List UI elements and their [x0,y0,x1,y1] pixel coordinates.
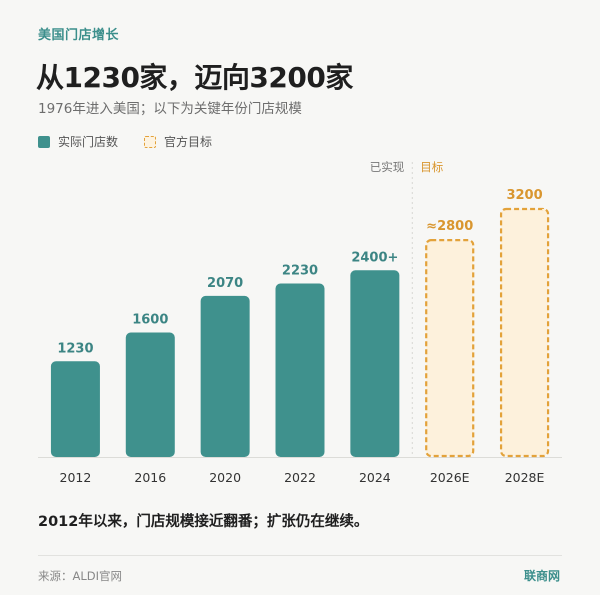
legend-actual: 实际门店数 [38,133,118,150]
data-label-2024: 2400+ [351,250,398,265]
x-tick-label-2020: 2020 [209,470,241,485]
data-label-2028E: 3200 [506,188,542,203]
brand-logo-text: 联商网 [523,569,560,583]
x-tick-label-2012: 2012 [60,470,92,485]
legend-actual-swatch [38,135,50,148]
bar-2012 [50,361,100,457]
legend-target: 官方目标 [144,133,212,150]
data-label-2016: 1600 [132,313,168,328]
x-tick-label-2026E: 2026E [430,470,470,485]
bar-2026E [425,239,475,458]
data-label-2022: 2230 [282,263,318,278]
x-tick-label-2022: 2022 [284,470,316,485]
bar-2028E [499,207,550,458]
page-title: 从1230家，迈向3200家 [36,61,353,94]
legend-target-label: 官方目标 [164,135,213,149]
legend: 实际门店数 官方目标 [38,133,238,150]
x-tick-label-2016: 2016 [134,470,166,485]
bar-2022 [275,283,325,457]
section-label-achieved: 已实现 [370,160,405,174]
bar-2016 [125,332,175,457]
footer-divider [38,555,562,556]
takeaway-text: 2012年以来，门店规模接近翻番；扩张仍在继续。 [38,514,369,530]
data-label-2026E: ≈2800 [426,219,473,234]
data-label-2012: 1230 [57,341,93,356]
bar-2024 [350,270,400,457]
kicker: 美国门店增长 [38,28,120,43]
legend-actual-label: 实际门店数 [58,135,119,149]
legend-target-swatch [144,135,157,148]
data-label-2020: 2070 [207,276,243,291]
bar-2020 [200,295,250,457]
subtitle: 1976年进入美国；以下为关键年份门店规模 [38,101,302,117]
source-note: 来源：ALDI官网 [38,569,123,583]
x-tick-label-2028E: 2028E [505,470,545,485]
x-tick-label-2024: 2024 [359,470,391,485]
bar-chart: 已实现 目标 1230 2012 1600 2016 2070 2020 2230 2022 240… [38,160,562,485]
section-label-target: 目标 [420,160,443,174]
